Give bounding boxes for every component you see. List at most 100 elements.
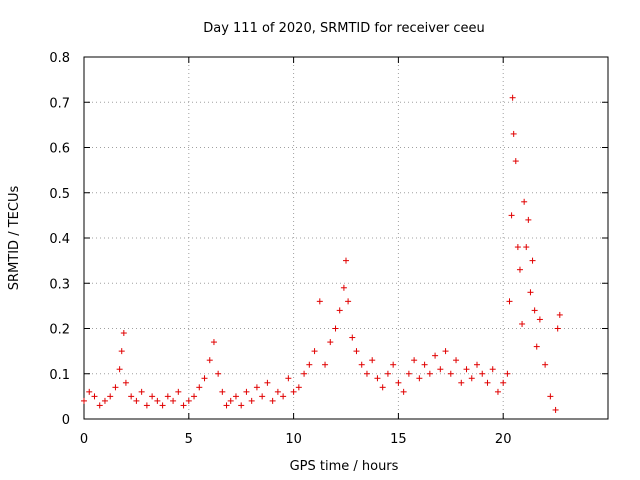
- data-point: [180, 402, 187, 409]
- data-point: [120, 330, 127, 337]
- x-tick-label: 20: [495, 432, 512, 447]
- data-point: [253, 384, 260, 391]
- data-point: [343, 257, 349, 264]
- data-point: [322, 361, 329, 368]
- data-point: [384, 370, 391, 377]
- data-point: [138, 388, 145, 395]
- data-point: [516, 266, 523, 273]
- x-axis-label: GPS time / hours: [290, 459, 399, 474]
- data-point: [390, 361, 397, 368]
- data-point: [227, 397, 234, 404]
- data-point: [506, 298, 513, 305]
- data-point: [489, 366, 496, 373]
- data-point: [463, 366, 470, 373]
- data-point: [295, 384, 302, 391]
- data-point: [514, 244, 521, 251]
- axis-ticks: 0 5 10 15 20 0 0.1 0.2 0.3 0.4 0.5 0.6 0.7 0.8: [49, 51, 608, 447]
- data-point: [280, 393, 287, 400]
- data-point: [223, 402, 230, 409]
- data-point: [349, 334, 356, 341]
- data-point: [101, 397, 108, 404]
- data-point: [447, 370, 454, 377]
- data-point: [116, 366, 123, 373]
- data-point: [238, 402, 245, 409]
- data-point: [379, 384, 386, 391]
- data-point: [395, 379, 402, 386]
- data-point: [533, 343, 540, 350]
- x-tick-label: 5: [185, 432, 193, 447]
- y-tick-label: 0.1: [49, 368, 70, 383]
- data-point: [210, 339, 217, 346]
- x-tick-label: 10: [285, 432, 302, 447]
- chart-title: Day 111 of 2020, SRMTID for receiver cee…: [203, 21, 485, 36]
- x-tick-label: 0: [80, 432, 88, 447]
- y-tick-label: 0: [62, 413, 70, 428]
- data-point: [519, 320, 526, 327]
- data-point: [243, 388, 250, 395]
- y-tick-label: 0.3: [49, 277, 70, 292]
- data-point: [336, 307, 343, 314]
- data-point: [340, 284, 347, 291]
- plot-frame: [83, 56, 609, 420]
- y-tick-label: 0.8: [49, 51, 70, 66]
- data-point: [215, 370, 222, 377]
- data-point: [259, 393, 266, 400]
- data-point: [542, 361, 549, 368]
- data-point: [400, 388, 407, 395]
- data-point: [374, 375, 381, 382]
- data-point: [529, 257, 536, 264]
- data-point: [196, 384, 203, 391]
- data-point: [512, 158, 519, 165]
- data-point: [426, 370, 433, 377]
- y-axis-label: SRMTID / TECUs: [7, 186, 22, 291]
- y-tick-label: 0.2: [49, 323, 70, 338]
- data-point: [442, 348, 449, 355]
- data-point: [525, 216, 532, 223]
- data-point: [159, 402, 166, 409]
- data-point: [133, 397, 140, 404]
- data-point: [143, 402, 150, 409]
- data-point: [91, 393, 98, 400]
- data-point: [432, 352, 439, 359]
- data-point: [122, 379, 129, 386]
- data-point: [264, 379, 271, 386]
- data-point: [411, 357, 418, 364]
- data-point: [345, 298, 352, 305]
- data-point: [154, 397, 161, 404]
- data-point: [523, 244, 530, 251]
- data-point: [86, 388, 93, 395]
- data-point: [474, 361, 480, 368]
- y-tick-label: 0.5: [49, 187, 70, 202]
- data-point: [175, 388, 182, 395]
- data-point: [421, 361, 428, 368]
- data-point: [96, 402, 103, 409]
- data-point: [405, 370, 412, 377]
- data-point: [494, 388, 501, 395]
- data-point: [484, 379, 491, 386]
- x-tick-label: 15: [390, 432, 407, 447]
- data-point: [206, 357, 213, 364]
- data-point: [201, 375, 208, 382]
- data-point: [468, 375, 475, 382]
- data-point: [536, 316, 543, 323]
- data-point: [554, 325, 561, 332]
- data-point: [112, 384, 119, 391]
- data-point: [332, 325, 339, 332]
- data-point: [358, 361, 365, 368]
- data-point: [191, 393, 198, 400]
- grid-lines: [84, 57, 608, 419]
- data-point: [311, 348, 318, 355]
- data-point: [306, 361, 313, 368]
- y-tick-label: 0.7: [49, 96, 70, 111]
- data-point: [508, 212, 515, 219]
- data-point: [164, 393, 171, 400]
- data-point: [510, 130, 517, 137]
- data-point: [458, 379, 465, 386]
- data-point: [437, 366, 444, 373]
- data-point: [327, 339, 334, 346]
- data-point: [219, 388, 226, 395]
- y-tick-label: 0.4: [49, 232, 70, 247]
- data-point: [416, 375, 423, 382]
- data-point: [556, 311, 563, 318]
